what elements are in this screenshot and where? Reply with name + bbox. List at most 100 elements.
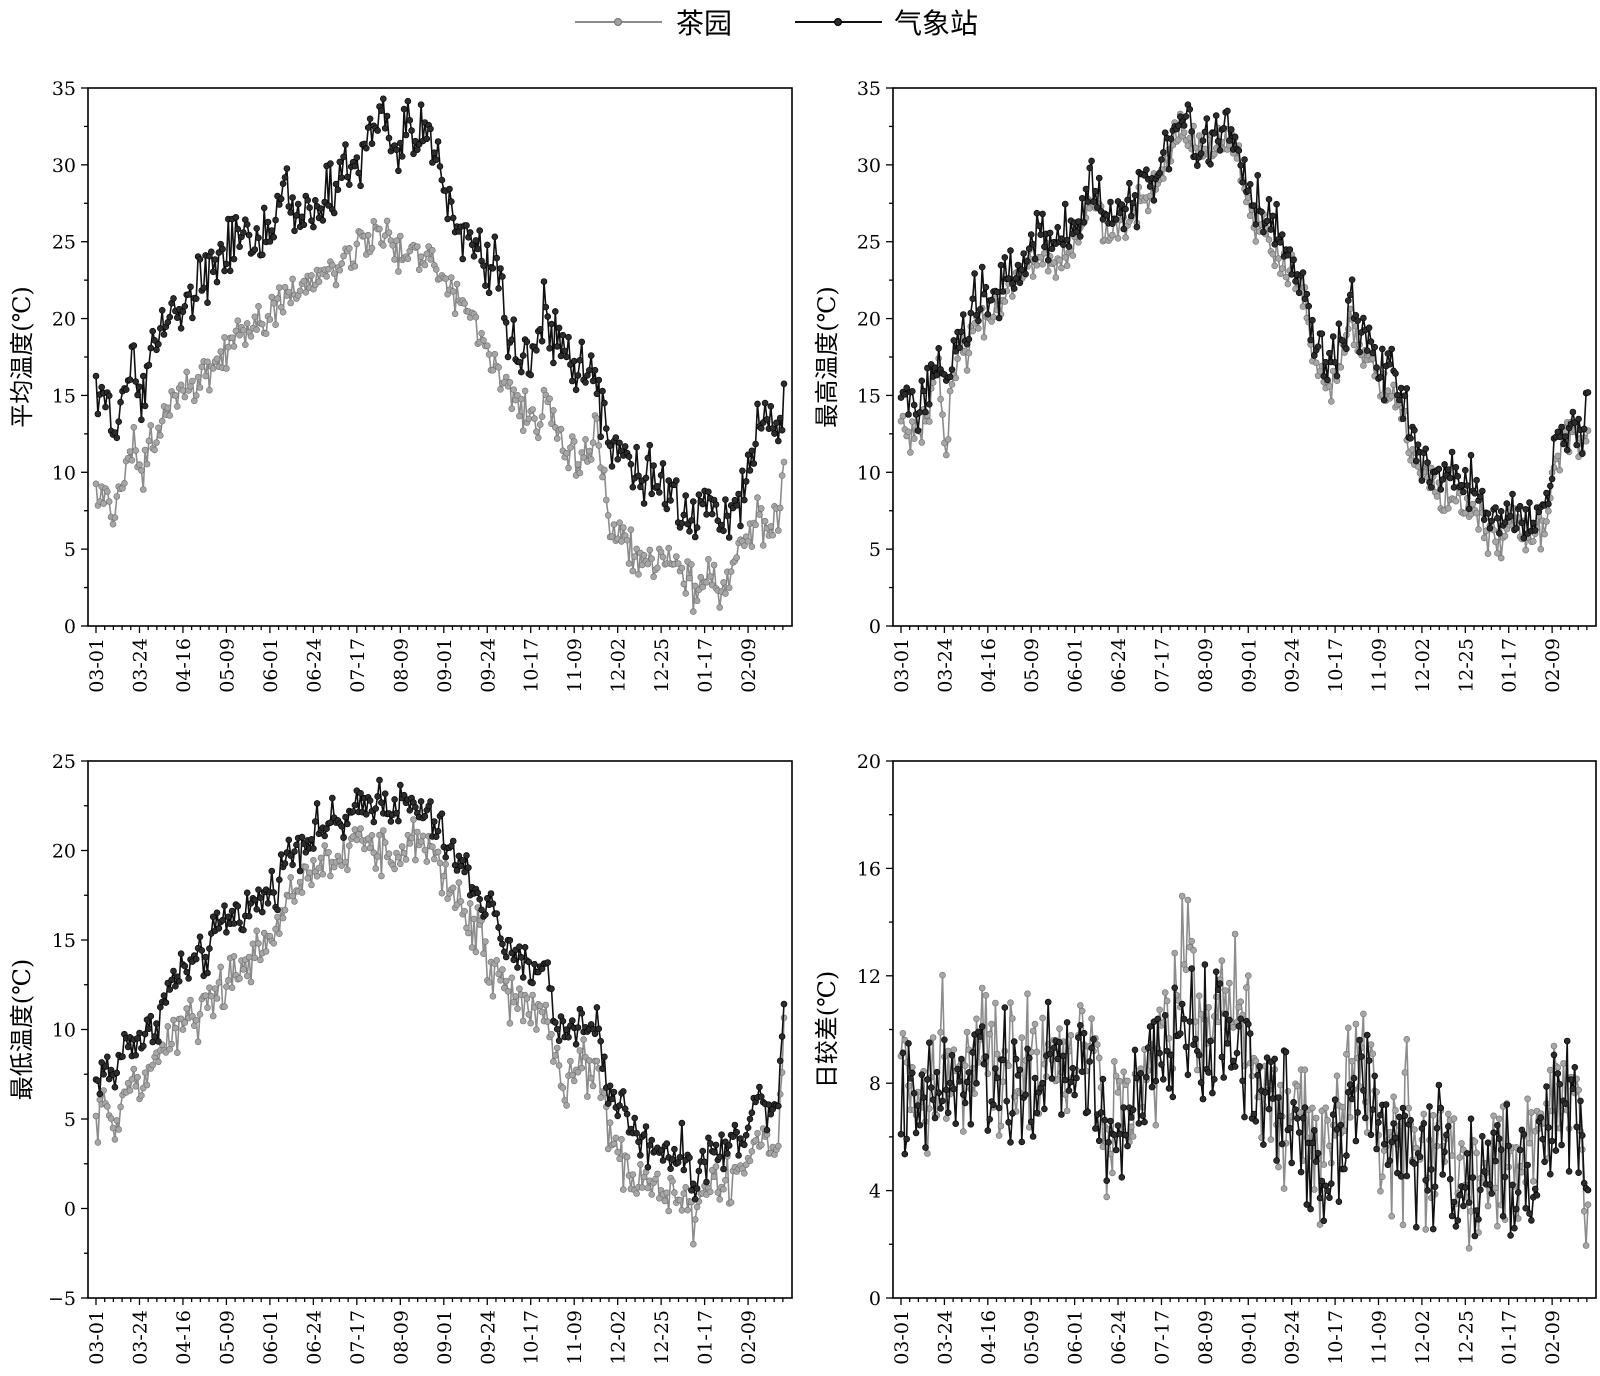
data-point xyxy=(1128,212,1135,220)
data-point xyxy=(400,105,408,113)
data-point xyxy=(908,1069,916,1077)
data-point xyxy=(697,573,705,581)
data-point xyxy=(633,443,640,451)
data-point xyxy=(353,240,361,248)
data-point xyxy=(334,186,342,193)
y-tick-label: 15 xyxy=(857,385,881,407)
data-point xyxy=(187,996,194,1004)
data-point xyxy=(1484,510,1492,517)
data-point xyxy=(529,979,536,987)
data-point xyxy=(935,1089,943,1096)
data-point xyxy=(495,970,502,978)
data-point xyxy=(920,1094,927,1101)
data-point xyxy=(402,131,410,139)
data-point xyxy=(646,546,654,554)
data-point xyxy=(1312,359,1320,367)
data-point xyxy=(1222,987,1229,994)
data-point xyxy=(570,438,578,445)
data-point xyxy=(521,387,529,395)
data-point xyxy=(1562,433,1569,440)
data-point xyxy=(1445,1123,1452,1130)
data-point xyxy=(516,358,523,366)
data-point xyxy=(1044,267,1052,275)
x-tick-label: 01-17 xyxy=(1499,638,1521,693)
data-point xyxy=(1218,1053,1226,1061)
data-point xyxy=(1558,423,1565,431)
data-point xyxy=(971,270,978,277)
data-point xyxy=(391,865,398,873)
data-point xyxy=(627,526,635,534)
data-point xyxy=(487,890,495,897)
data-point xyxy=(663,1189,671,1197)
data-point xyxy=(1473,476,1480,484)
data-point xyxy=(1513,1205,1520,1213)
data-point xyxy=(1235,1023,1243,1030)
data-point xyxy=(587,456,595,463)
data-point xyxy=(975,325,982,332)
data-point xyxy=(942,1115,950,1122)
data-point xyxy=(1326,382,1333,390)
data-point xyxy=(1058,1111,1065,1118)
data-point xyxy=(1350,341,1358,349)
data-point xyxy=(570,357,578,365)
data-point xyxy=(1452,463,1460,471)
data-point xyxy=(482,911,489,918)
data-point xyxy=(1348,1095,1356,1103)
data-point xyxy=(1367,1041,1375,1048)
data-point xyxy=(706,573,714,580)
data-point xyxy=(1184,1071,1192,1079)
data-point xyxy=(1429,1112,1437,1119)
data-point xyxy=(430,855,438,863)
data-point xyxy=(1054,1055,1061,1063)
data-point xyxy=(1252,221,1260,228)
data-point xyxy=(351,801,359,809)
data-point xyxy=(1477,493,1484,500)
data-point xyxy=(1580,425,1588,433)
data-point xyxy=(115,418,122,426)
x-tick-label: 10-17 xyxy=(1325,1310,1347,1365)
data-point xyxy=(465,864,472,872)
data-point xyxy=(516,943,523,951)
data-point xyxy=(1392,1107,1399,1114)
data-point xyxy=(1146,183,1154,190)
data-point xyxy=(737,522,744,530)
data-point xyxy=(1352,311,1360,319)
data-point xyxy=(965,335,973,343)
data-point xyxy=(722,496,729,503)
data-point xyxy=(1284,251,1292,259)
data-point xyxy=(1171,984,1178,992)
data-point xyxy=(905,411,912,418)
data-point xyxy=(1509,490,1516,498)
data-point xyxy=(181,302,189,310)
data-point xyxy=(984,1127,992,1134)
data-point xyxy=(1029,273,1037,280)
data-point xyxy=(258,251,266,259)
data-point xyxy=(553,343,561,350)
data-point xyxy=(221,1003,228,1011)
data-point xyxy=(287,874,295,881)
data-point xyxy=(1278,265,1286,272)
data-point xyxy=(1411,1160,1418,1167)
data-point xyxy=(141,402,149,410)
data-point xyxy=(580,1036,587,1043)
data-point xyxy=(1235,147,1243,154)
x-tick-label: 07-17 xyxy=(1151,1310,1173,1365)
data-point xyxy=(1465,505,1473,513)
data-point xyxy=(1433,1124,1441,1132)
data-point xyxy=(272,216,279,224)
data-point xyxy=(992,999,999,1007)
y-tick-label: 10 xyxy=(52,462,76,484)
data-point xyxy=(1063,236,1071,244)
data-point xyxy=(693,524,701,531)
data-point xyxy=(192,392,200,399)
data-point xyxy=(973,1015,980,1023)
data-point xyxy=(1246,1030,1254,1037)
data-point xyxy=(202,372,209,380)
data-point xyxy=(610,1088,618,1096)
data-point xyxy=(686,1154,693,1161)
data-point xyxy=(221,267,228,275)
data-point xyxy=(1007,1139,1014,1146)
data-point xyxy=(308,217,315,224)
data-point xyxy=(1226,1016,1233,1024)
data-point xyxy=(568,1017,576,1024)
